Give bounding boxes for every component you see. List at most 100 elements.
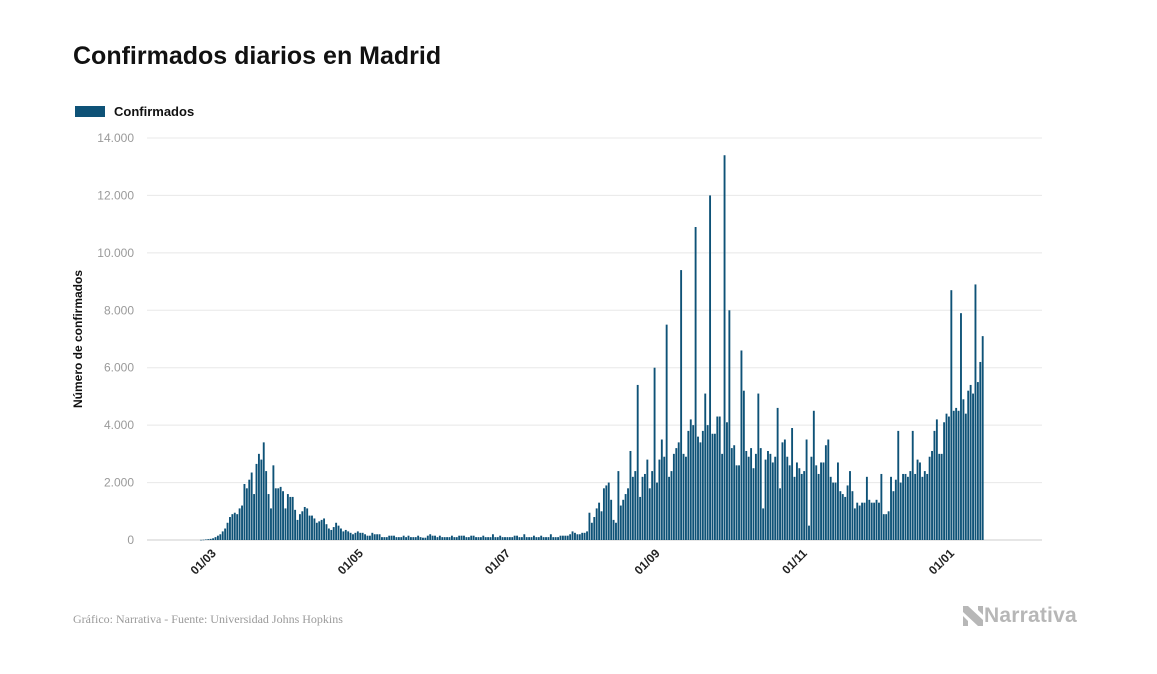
- bar: [658, 459, 661, 540]
- bar: [405, 537, 408, 540]
- bar: [332, 527, 335, 540]
- bar: [431, 535, 434, 540]
- bar: [593, 517, 596, 540]
- bar: [417, 535, 420, 540]
- bar: [923, 471, 926, 540]
- brand-logo: Narrativa: [962, 604, 1077, 628]
- bar: [692, 425, 695, 540]
- bar: [257, 453, 260, 540]
- bar: [697, 436, 699, 540]
- bar: [897, 430, 900, 540]
- bar: [602, 488, 605, 540]
- brand-name: Narrativa: [984, 604, 1077, 627]
- bar: [216, 535, 219, 540]
- bar: [315, 522, 318, 540]
- bar: [972, 393, 974, 540]
- x-tick-label: 01/01: [926, 546, 957, 577]
- bar: [634, 471, 637, 540]
- bar: [221, 531, 224, 540]
- bar: [422, 537, 424, 540]
- bar: [904, 473, 907, 540]
- bar: [783, 439, 786, 540]
- bar: [436, 537, 439, 540]
- bar: [243, 484, 246, 540]
- y-tick-label: 6.000: [104, 361, 134, 375]
- bar: [492, 534, 494, 540]
- bar: [742, 390, 745, 540]
- bar: [424, 537, 427, 540]
- bar: [641, 476, 644, 540]
- bar: [397, 537, 400, 540]
- bar: [976, 382, 979, 540]
- bar: [340, 528, 342, 540]
- bar: [438, 535, 441, 540]
- bar: [808, 525, 810, 540]
- bar: [839, 491, 842, 540]
- y-tick-label: 0: [127, 533, 134, 547]
- legend-label-confirmados: Confirmados: [114, 104, 195, 119]
- bar: [926, 473, 929, 540]
- bar: [622, 499, 625, 540]
- bar: [470, 535, 473, 540]
- bar: [837, 462, 839, 540]
- bar: [311, 515, 313, 540]
- bar: [890, 476, 892, 540]
- bar: [716, 416, 719, 540]
- bar: [320, 519, 323, 540]
- bar: [207, 539, 210, 540]
- bar: [709, 195, 712, 540]
- bar: [938, 453, 941, 540]
- bar: [677, 442, 680, 540]
- x-tick-label: 01/11: [779, 546, 810, 577]
- legend-swatch-confirmados: [75, 106, 105, 117]
- bar: [863, 502, 866, 540]
- bars: [200, 155, 984, 541]
- bar: [754, 453, 757, 540]
- bar: [364, 534, 367, 540]
- bar: [875, 499, 878, 540]
- bar: [390, 535, 393, 540]
- bar: [636, 384, 639, 540]
- bar: [590, 522, 593, 540]
- bar: [327, 528, 330, 540]
- bar: [805, 439, 808, 540]
- bar: [981, 336, 984, 540]
- bar: [892, 491, 895, 540]
- narrativa-logo-icon: [963, 606, 983, 626]
- bar: [947, 416, 950, 540]
- bar: [450, 535, 453, 540]
- x-axis-ticks: 01/03 01/05 01/07 01/09 01/11 01/01: [188, 546, 958, 577]
- bar: [289, 496, 292, 540]
- bar: [265, 471, 268, 540]
- bar: [499, 535, 502, 540]
- bar: [832, 482, 835, 540]
- bar: [781, 442, 784, 540]
- bar: [508, 537, 511, 540]
- bar: [943, 422, 946, 540]
- bar: [610, 499, 613, 540]
- bar: [960, 313, 962, 540]
- bar: [277, 488, 280, 540]
- bar: [448, 537, 451, 540]
- bar: [617, 471, 620, 540]
- bar: [241, 505, 243, 540]
- bar: [453, 537, 456, 540]
- bar: [388, 535, 391, 540]
- bar: [595, 508, 598, 540]
- bar: [561, 535, 564, 540]
- bar: [721, 453, 724, 540]
- y-axis-ticks: 0 2.000 4.000 6.000 8.000 10.000 12.000 14.000: [97, 131, 134, 547]
- bar: [730, 448, 733, 540]
- bar: [378, 534, 381, 540]
- bar: [615, 522, 617, 540]
- bar: [747, 456, 750, 540]
- bar: [841, 494, 844, 540]
- bar: [600, 511, 603, 540]
- bar: [711, 433, 714, 540]
- bar: [576, 534, 579, 540]
- bar: [537, 537, 540, 540]
- bar: [774, 456, 777, 540]
- bar: [738, 465, 740, 540]
- y-tick-label: 14.000: [97, 131, 134, 145]
